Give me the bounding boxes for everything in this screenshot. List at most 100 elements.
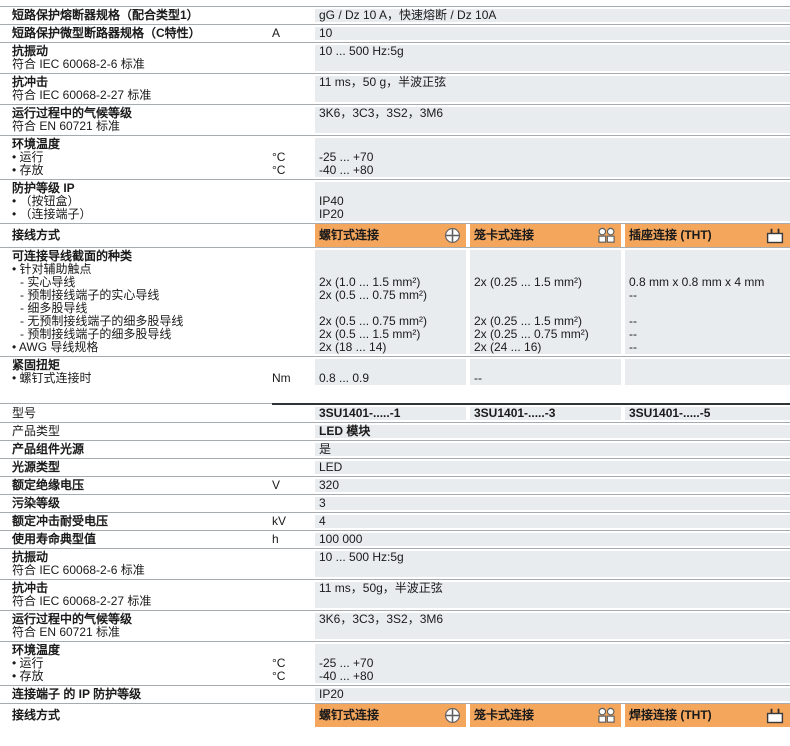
spec-value: -- — [470, 372, 621, 385]
spec-value-filler — [470, 359, 621, 372]
spec-item-label: • 螺钉式连接时 — [12, 371, 92, 385]
spec-item-label: - 细多股导线 — [20, 301, 88, 315]
spec-value-filler — [315, 564, 790, 577]
article-number: 3SU1401-.....-1 — [315, 407, 466, 420]
table-top-rule-right — [272, 403, 790, 405]
spec-value: 100 000 — [315, 533, 790, 546]
spec-value-filler — [315, 138, 790, 151]
cage-clamp-icon — [597, 707, 616, 724]
spec-sublabel: 符合 IEC 60068-2-27 标准 — [12, 88, 152, 102]
spec-value: 4 — [315, 515, 790, 528]
unit-label: °C — [272, 150, 286, 164]
spec-label: 产品组件光源 — [12, 442, 85, 456]
spec-value: LED — [315, 461, 790, 474]
spec-value-filler — [470, 263, 621, 276]
connection-header-solder: 焊接连接 (THT) — [625, 704, 790, 727]
spec-value: 2x (18 ... 14) — [315, 341, 466, 354]
connection-header-label: 螺钉式连接 — [319, 228, 380, 242]
spec-value: IP40 — [315, 195, 790, 208]
spec-row-pollution-degree: 污染等级 3 — [0, 494, 790, 512]
spec-row-shock: 抗冲击 11 ms，50 g，半波正弦 符合 IEC 60068-2-27 标准 — [0, 73, 790, 104]
spec-label: 环境温度 — [12, 137, 61, 151]
connection-header-label: 插座连接 (THT) — [629, 228, 712, 242]
spec-label: 光源类型 — [12, 460, 61, 474]
table-top-rule-left — [0, 403, 272, 404]
spec-row-ambient-temp: 环境温度 • 运行 °C -25 ... +70 • 存放 °C -40 ...… — [0, 135, 790, 179]
spec-value-filler — [315, 182, 790, 195]
spec-label: 抗冲击 — [12, 581, 49, 595]
spec-value: 2x (24 ... 16) — [470, 341, 621, 354]
spec-value: 320 — [315, 479, 790, 492]
connection-header-label: 焊接连接 (THT) — [629, 708, 712, 722]
spec-value: 2x (0.25 ... 0.75 mm²) — [470, 328, 621, 341]
spec-label: 额定绝缘电压 — [12, 478, 85, 492]
connection-type-row: 接线方式 螺钉式连接 笼卡式连接 焊接连接 (THT) — [0, 703, 790, 727]
spec-row-insulation-voltage: 额定绝缘电压 V 320 — [0, 476, 790, 494]
spec-label: 紧固扭矩 — [12, 358, 61, 372]
spec-label: 防护等级 IP — [12, 181, 75, 195]
spec-value: 11 ms，50 g，半波正弦 — [315, 76, 790, 89]
spec-sublabel: 符合 IEC 60068-2-27 标准 — [12, 594, 152, 608]
spec-value-filler — [315, 359, 466, 372]
spec-value: 2x (0.25 ... 1.5 mm²) — [470, 315, 621, 328]
spec-value: -- — [625, 315, 790, 328]
spec-label: 接线方式 — [12, 708, 61, 722]
spec-row-shock: 抗冲击 11 ms，50g，半波正弦 符合 IEC 60068-2-27 标准 — [0, 579, 790, 610]
spec-value: gG / Dz 10 A，快速熔断 / Dz 10A — [315, 9, 790, 22]
spec-label: 型号 — [12, 406, 37, 420]
spec-value-filler — [315, 263, 466, 276]
spec-label: 连接端子 的 IP 防护等级 — [12, 687, 142, 701]
spec-sublabel: 符合 IEC 60068-2-6 标准 — [12, 57, 145, 71]
spec-value: 10 ... 500 Hz:5g — [315, 45, 790, 58]
unit-label: Nm — [272, 371, 291, 385]
spec-value: LED 模块 — [315, 425, 790, 438]
spec-label: 接线方式 — [12, 228, 61, 242]
spec-row-light-source-component: 产品组件光源 是 — [0, 440, 790, 458]
connection-header-label: 螺钉式连接 — [319, 708, 380, 722]
spec-label: 运行过程中的气候等级 — [12, 106, 133, 120]
spec-value-filler — [315, 250, 466, 263]
spec-table-lower: 型号 3SU1401-.....-1 3SU1401-.....-3 3SU14… — [0, 403, 790, 727]
spec-value: 11 ms，50g，半波正弦 — [315, 582, 790, 595]
spec-value: IP20 — [315, 208, 790, 221]
unit-label: °C — [272, 163, 286, 177]
spec-row-mcb: 短路保护微型断路器规格（C特性） A 10 — [0, 24, 790, 42]
spec-row-torque: 紧固扭矩 • 螺钉式连接时 Nm 0.8 ... 0.9 -- — [0, 356, 790, 387]
spec-value-filler — [315, 89, 790, 102]
spec-label: 抗振动 — [12, 44, 49, 58]
connection-header-socket: 插座连接 (THT) — [625, 224, 790, 247]
spec-value-filler — [625, 250, 790, 263]
spec-row-climate: 运行过程中的气候等级 3K6，3C3，3S2，3M6 符合 EN 60721 标… — [0, 104, 790, 135]
spec-row-wire-cross-sections: 可连接导线截面的种类 • 针对辅助触点 - 实心导线 2x (1.0 ... 1… — [0, 247, 790, 356]
spec-value: -40 ... +80 — [315, 670, 790, 683]
spec-value: 0.8 mm x 0.8 mm x 4 mm — [625, 276, 790, 289]
spec-row-climate: 运行过程中的气候等级 3K6，3C3，3S2，3M6 符合 EN 60721 标… — [0, 610, 790, 641]
spec-item-label: • AWG 导线规格 — [12, 340, 99, 354]
connection-header-screw: 螺钉式连接 — [315, 224, 466, 247]
spec-value — [470, 302, 621, 315]
spec-value: 是 — [315, 443, 790, 456]
spec-value-filler — [315, 120, 790, 133]
spec-value-filler — [315, 58, 790, 71]
spec-value: -- — [625, 341, 790, 354]
spec-item-label: • 运行 — [12, 656, 44, 670]
spec-value — [625, 302, 790, 315]
spec-item-label: • （按钮盒） — [12, 194, 80, 208]
spec-row-terminal-ip: 连接端子 的 IP 防护等级 IP20 — [0, 685, 790, 703]
unit-label: h — [272, 532, 279, 546]
spec-value — [315, 302, 466, 315]
spec-label: 使用寿命典型值 — [12, 532, 97, 546]
spec-table-upper: 短路保护熔断器规格（配合类型1） gG / Dz 10 A，快速熔断 / Dz … — [0, 6, 790, 387]
spec-value: -25 ... +70 — [315, 151, 790, 164]
tht-connector-icon — [765, 228, 785, 244]
spec-value-filler — [315, 626, 790, 639]
spec-value-filler — [315, 595, 790, 608]
connection-header-cage: 笼卡式连接 — [470, 224, 621, 247]
spec-value: -- — [625, 328, 790, 341]
screw-head-icon — [444, 227, 461, 244]
spec-value-filler — [625, 359, 790, 372]
spec-value: 0.8 ... 0.9 — [315, 372, 466, 385]
screw-head-icon — [444, 707, 461, 724]
spec-value-filler — [315, 644, 790, 657]
unit-label: °C — [272, 656, 286, 670]
